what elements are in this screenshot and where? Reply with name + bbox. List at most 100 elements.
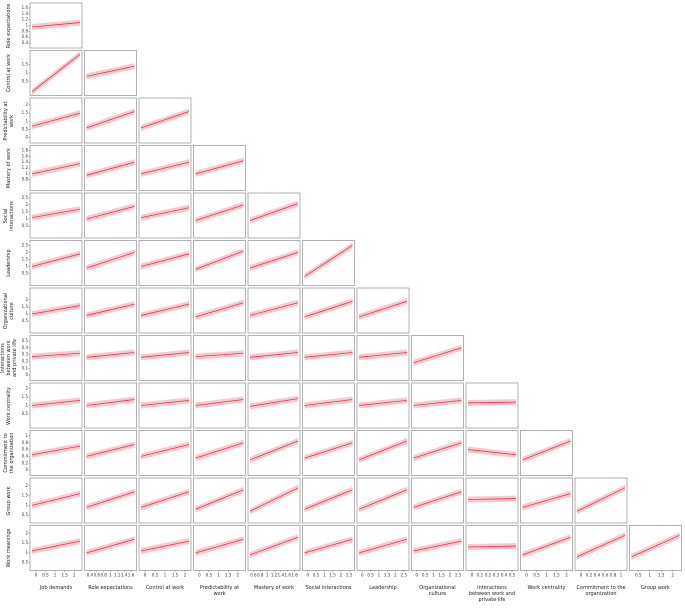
- fit-line: [86, 352, 135, 358]
- y-tick-label: 0.5: [22, 127, 29, 132]
- x-axis-title: Role expectations: [88, 584, 133, 591]
- x-axis-title: Control at work: [145, 584, 185, 591]
- x-tick-label: 1: [649, 573, 652, 578]
- y-axis-title: Work centrality: [6, 386, 12, 425]
- fit-line: [195, 352, 244, 358]
- y-tick-label: 0.1: [22, 365, 29, 370]
- y-tick-label: 1: [25, 433, 28, 438]
- y-tick-label: 1.4: [22, 159, 29, 164]
- y-axis-title: Role expectations: [6, 3, 12, 48]
- fit-line: [249, 252, 299, 269]
- x-tick-label: 1: [432, 573, 435, 578]
- x-tick-label: 0: [198, 573, 201, 578]
- y-tick-label: 0: [25, 467, 28, 472]
- fit-line: [31, 53, 81, 93]
- fit-line: [31, 445, 81, 456]
- y-tick-label: 0.6: [22, 34, 29, 39]
- y-axis-title: Control at work: [6, 53, 12, 93]
- fit-line: [249, 487, 299, 512]
- x-tick-label: 0.5: [509, 573, 516, 578]
- fit-line: [86, 538, 135, 554]
- fit-line: [249, 352, 299, 358]
- x-tick-label: 0.5: [635, 573, 642, 578]
- x-tick-label: 0.5: [152, 573, 159, 578]
- fit-line: [86, 111, 135, 129]
- fit-line: [249, 536, 299, 556]
- fit-line: [413, 442, 462, 459]
- y-tick-label: 0: [25, 372, 28, 377]
- x-tick-label: 0: [471, 573, 474, 578]
- y-tick-label: 0.8: [22, 440, 29, 445]
- fit-line: [195, 489, 244, 510]
- y-tick-label: 1: [25, 403, 28, 408]
- fit-line: [195, 204, 244, 221]
- y-axis-title: Commitment to the organization: [3, 432, 15, 474]
- y-tick-label: 0.5: [22, 271, 29, 276]
- fit-line: [31, 399, 81, 406]
- x-axis-title: Mastery of work: [253, 584, 295, 591]
- y-tick-label: 1.6: [22, 5, 29, 10]
- fit-line: [358, 489, 408, 510]
- fit-line: [195, 160, 244, 175]
- x-tick-label: 0.2: [586, 573, 593, 578]
- x-tick-label: 0.6: [94, 573, 101, 578]
- x-tick-label: 0.5: [533, 573, 540, 578]
- x-tick-label: 0.1: [477, 573, 484, 578]
- fit-line: [576, 534, 626, 558]
- fit-line: [522, 440, 571, 461]
- x-tick-label: 0.4: [87, 573, 94, 578]
- fit-line: [304, 538, 353, 554]
- y-tick-label: 1.5: [22, 540, 29, 545]
- fit-line: [86, 65, 135, 77]
- fit-line: [86, 205, 135, 220]
- y-tick-label: 0.5: [22, 318, 29, 323]
- x-tick-label: 1.8: [291, 573, 298, 578]
- x-tick-label: 0.5: [42, 573, 49, 578]
- x-tick-label: 1.5: [553, 573, 560, 578]
- fit-line: [86, 444, 135, 457]
- x-tick-label: 2: [394, 573, 397, 578]
- x-tick-label: 0.6: [250, 573, 257, 578]
- x-tick-label: 0: [416, 573, 419, 578]
- fit-line: [358, 538, 408, 554]
- x-tick-label: 0: [361, 573, 364, 578]
- fit-line: [358, 352, 408, 358]
- y-tick-label: 1: [25, 264, 28, 269]
- fit-line: [140, 491, 190, 508]
- fit-line: [140, 352, 190, 358]
- x-tick-label: 2: [236, 573, 239, 578]
- y-tick-label: 1: [25, 550, 28, 555]
- x-tick-label: 0.5: [206, 573, 213, 578]
- x-tick-label: 1: [54, 573, 57, 578]
- x-axis-title: Work centrality: [527, 584, 566, 591]
- x-tick-label: 2: [565, 573, 568, 578]
- y-tick-label: 2.5: [22, 242, 29, 247]
- x-axis-title: Commitment to the organization: [576, 584, 626, 597]
- x-tick-label: 1.5: [329, 573, 336, 578]
- y-tick-label: 0.8: [22, 28, 29, 33]
- fit-line: [304, 489, 353, 510]
- fit-line: [140, 399, 190, 406]
- fit-line: [31, 493, 81, 506]
- y-axis-title: Group work: [6, 486, 12, 515]
- fit-line: [140, 540, 190, 552]
- x-axis-title: Organizational culture: [419, 584, 456, 597]
- y-tick-label: 1.2: [22, 165, 29, 170]
- fit-line: [249, 203, 299, 221]
- x-tick-label: 0: [580, 573, 583, 578]
- x-tick-label: 1.5: [384, 573, 391, 578]
- x-tick-label: 0: [35, 573, 38, 578]
- y-tick-label: 0.5: [22, 79, 29, 84]
- y-tick-label: 2: [25, 483, 28, 488]
- panel: [574, 525, 628, 571]
- panel: [411, 477, 464, 524]
- y-axis-title: Work meanings: [6, 528, 12, 568]
- fit-line: [195, 442, 244, 459]
- y-axis-title: Organizational culture: [3, 292, 15, 329]
- fit-line: [31, 305, 81, 315]
- fit-line: [413, 399, 462, 406]
- fit-line: [358, 300, 408, 318]
- fit-line: [86, 491, 135, 508]
